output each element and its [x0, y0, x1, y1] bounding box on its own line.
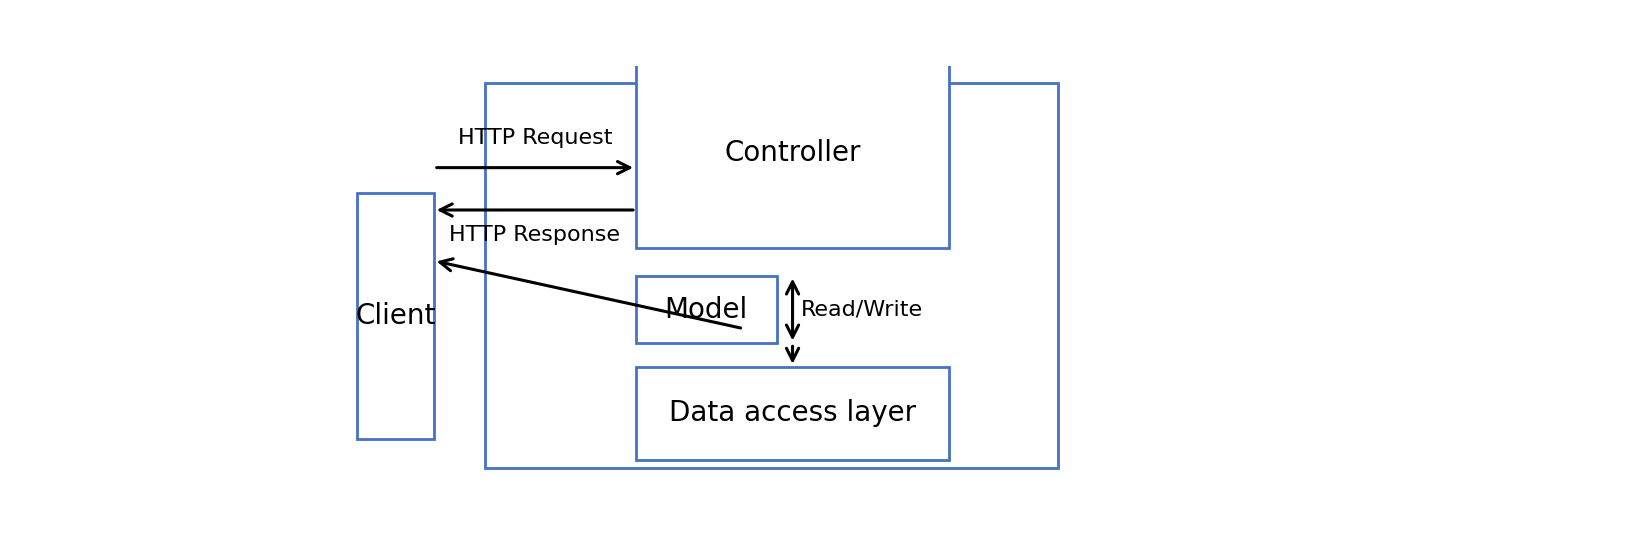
Text: HTTP Request: HTTP Request [457, 128, 612, 148]
Text: Model: Model [665, 295, 747, 323]
Text: Web API app: Web API app [698, 101, 846, 125]
Text: HTTP Response: HTTP Response [449, 226, 620, 245]
Bar [485, 83, 1058, 469]
Bar [356, 193, 434, 439]
Bar [635, 276, 777, 343]
Text: Client: Client [355, 302, 436, 330]
Text: Controller: Controller [724, 139, 861, 167]
Bar [635, 58, 949, 248]
Text: Data access layer: Data access layer [668, 399, 916, 427]
Text: Read/Write: Read/Write [800, 300, 922, 320]
Bar [635, 367, 949, 460]
